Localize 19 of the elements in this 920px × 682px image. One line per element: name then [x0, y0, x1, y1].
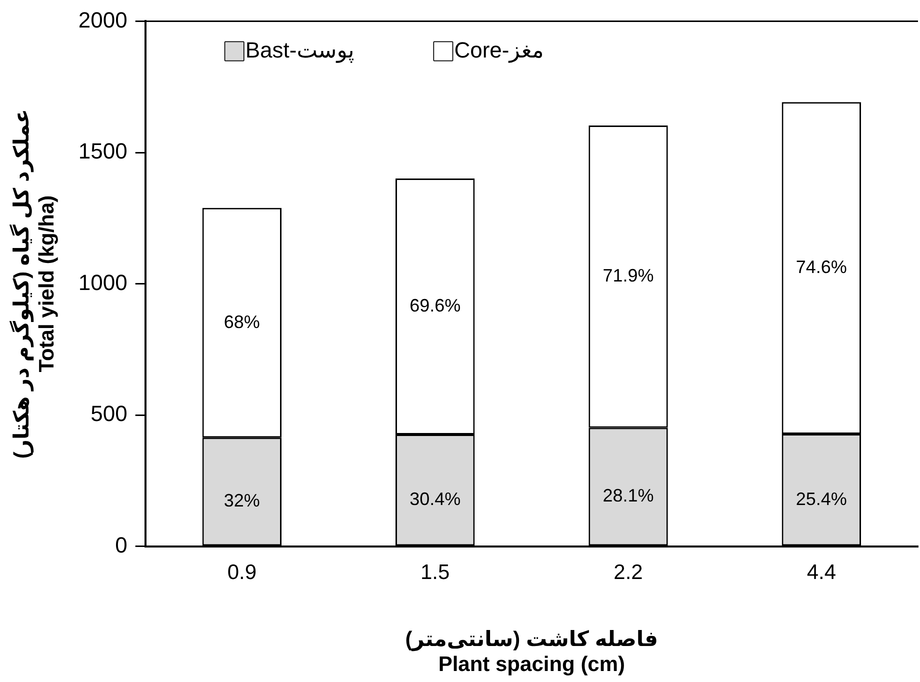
- annotation: 25.4%: [796, 488, 847, 509]
- y-tick-label: 1000: [78, 270, 128, 295]
- annotation: 68%: [224, 312, 260, 332]
- x-tick-label: 1.5: [420, 560, 450, 584]
- x-tick-label: 4.4: [806, 560, 836, 584]
- annotation: 69.6%: [410, 295, 461, 316]
- y-tick-label: 500: [90, 401, 128, 426]
- y-tick-label: 1500: [78, 138, 128, 164]
- x-tick-label: 2.2: [614, 560, 643, 584]
- x-tick-label: 0.9: [227, 560, 257, 584]
- annotation: 30.4%: [410, 489, 461, 510]
- annotation: 71.9%: [602, 266, 654, 286]
- annotation: 28.1%: [602, 486, 654, 506]
- y-tick-label: 0: [115, 532, 128, 558]
- legend-label: Bast-پوست: [245, 37, 354, 64]
- legend-label: Core-مغز: [454, 37, 544, 64]
- annotation: 74.6%: [796, 257, 847, 278]
- annotation: 32%: [224, 490, 260, 511]
- y-tick-label: 2000: [78, 7, 128, 32]
